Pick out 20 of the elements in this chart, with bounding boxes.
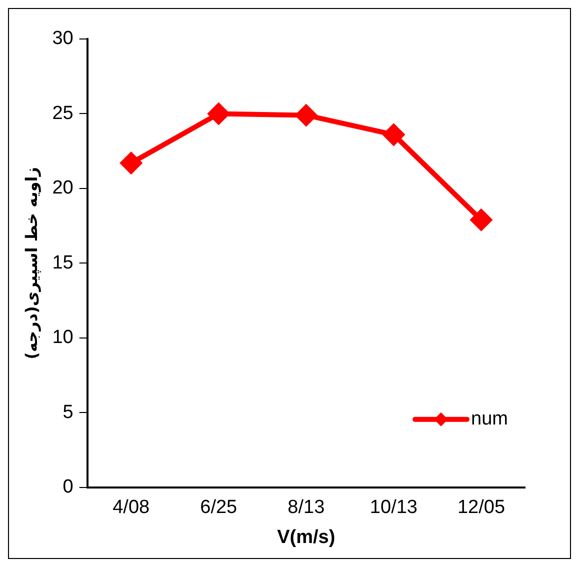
point <box>383 124 404 146</box>
legend-label: num <box>471 408 508 430</box>
point <box>120 152 142 174</box>
y-tick-label: 0 <box>62 476 74 498</box>
y-tick-label: 5 <box>62 402 74 423</box>
x-tick-label: 10/13 <box>370 497 418 518</box>
y-axis-title: زاویه خط اسپیری(درجه) <box>22 167 41 360</box>
x-tick-label: 8/13 <box>288 497 325 518</box>
y-tick-label: 30 <box>52 28 74 50</box>
y-tick-label: 15 <box>52 252 74 274</box>
point <box>208 103 230 124</box>
point <box>470 209 492 230</box>
y-tick-label: 25 <box>52 102 74 124</box>
x-tick-label: 12/05 <box>457 497 506 518</box>
x-tick-label: 4/08 <box>112 497 150 518</box>
x-tick-label: 6/25 <box>200 497 238 518</box>
point <box>296 104 317 126</box>
y-tick-label: 20 <box>52 178 74 199</box>
x-axis-title: V(m/s) <box>277 526 336 548</box>
y-tick-label: 10 <box>52 327 74 348</box>
